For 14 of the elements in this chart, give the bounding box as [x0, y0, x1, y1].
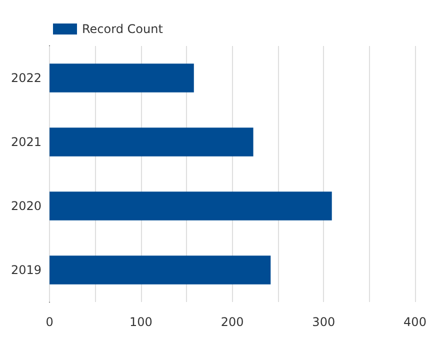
y-tick-label: 2020	[10, 199, 42, 213]
x-tick-label: 0	[46, 315, 54, 329]
bar	[50, 256, 271, 284]
y-tick-label: 2021	[10, 135, 42, 149]
x-tick-label: 200	[220, 315, 244, 329]
bar	[50, 128, 254, 156]
x-tick-label: 300	[312, 315, 336, 329]
bar	[50, 192, 332, 220]
y-tick-label: 2019	[10, 263, 42, 277]
bar	[50, 64, 194, 92]
x-tick-label: 100	[129, 315, 152, 329]
legend-label: Record Count	[82, 22, 164, 36]
y-tick-label: 2022	[10, 71, 42, 85]
x-tick-label: 400	[404, 315, 426, 329]
